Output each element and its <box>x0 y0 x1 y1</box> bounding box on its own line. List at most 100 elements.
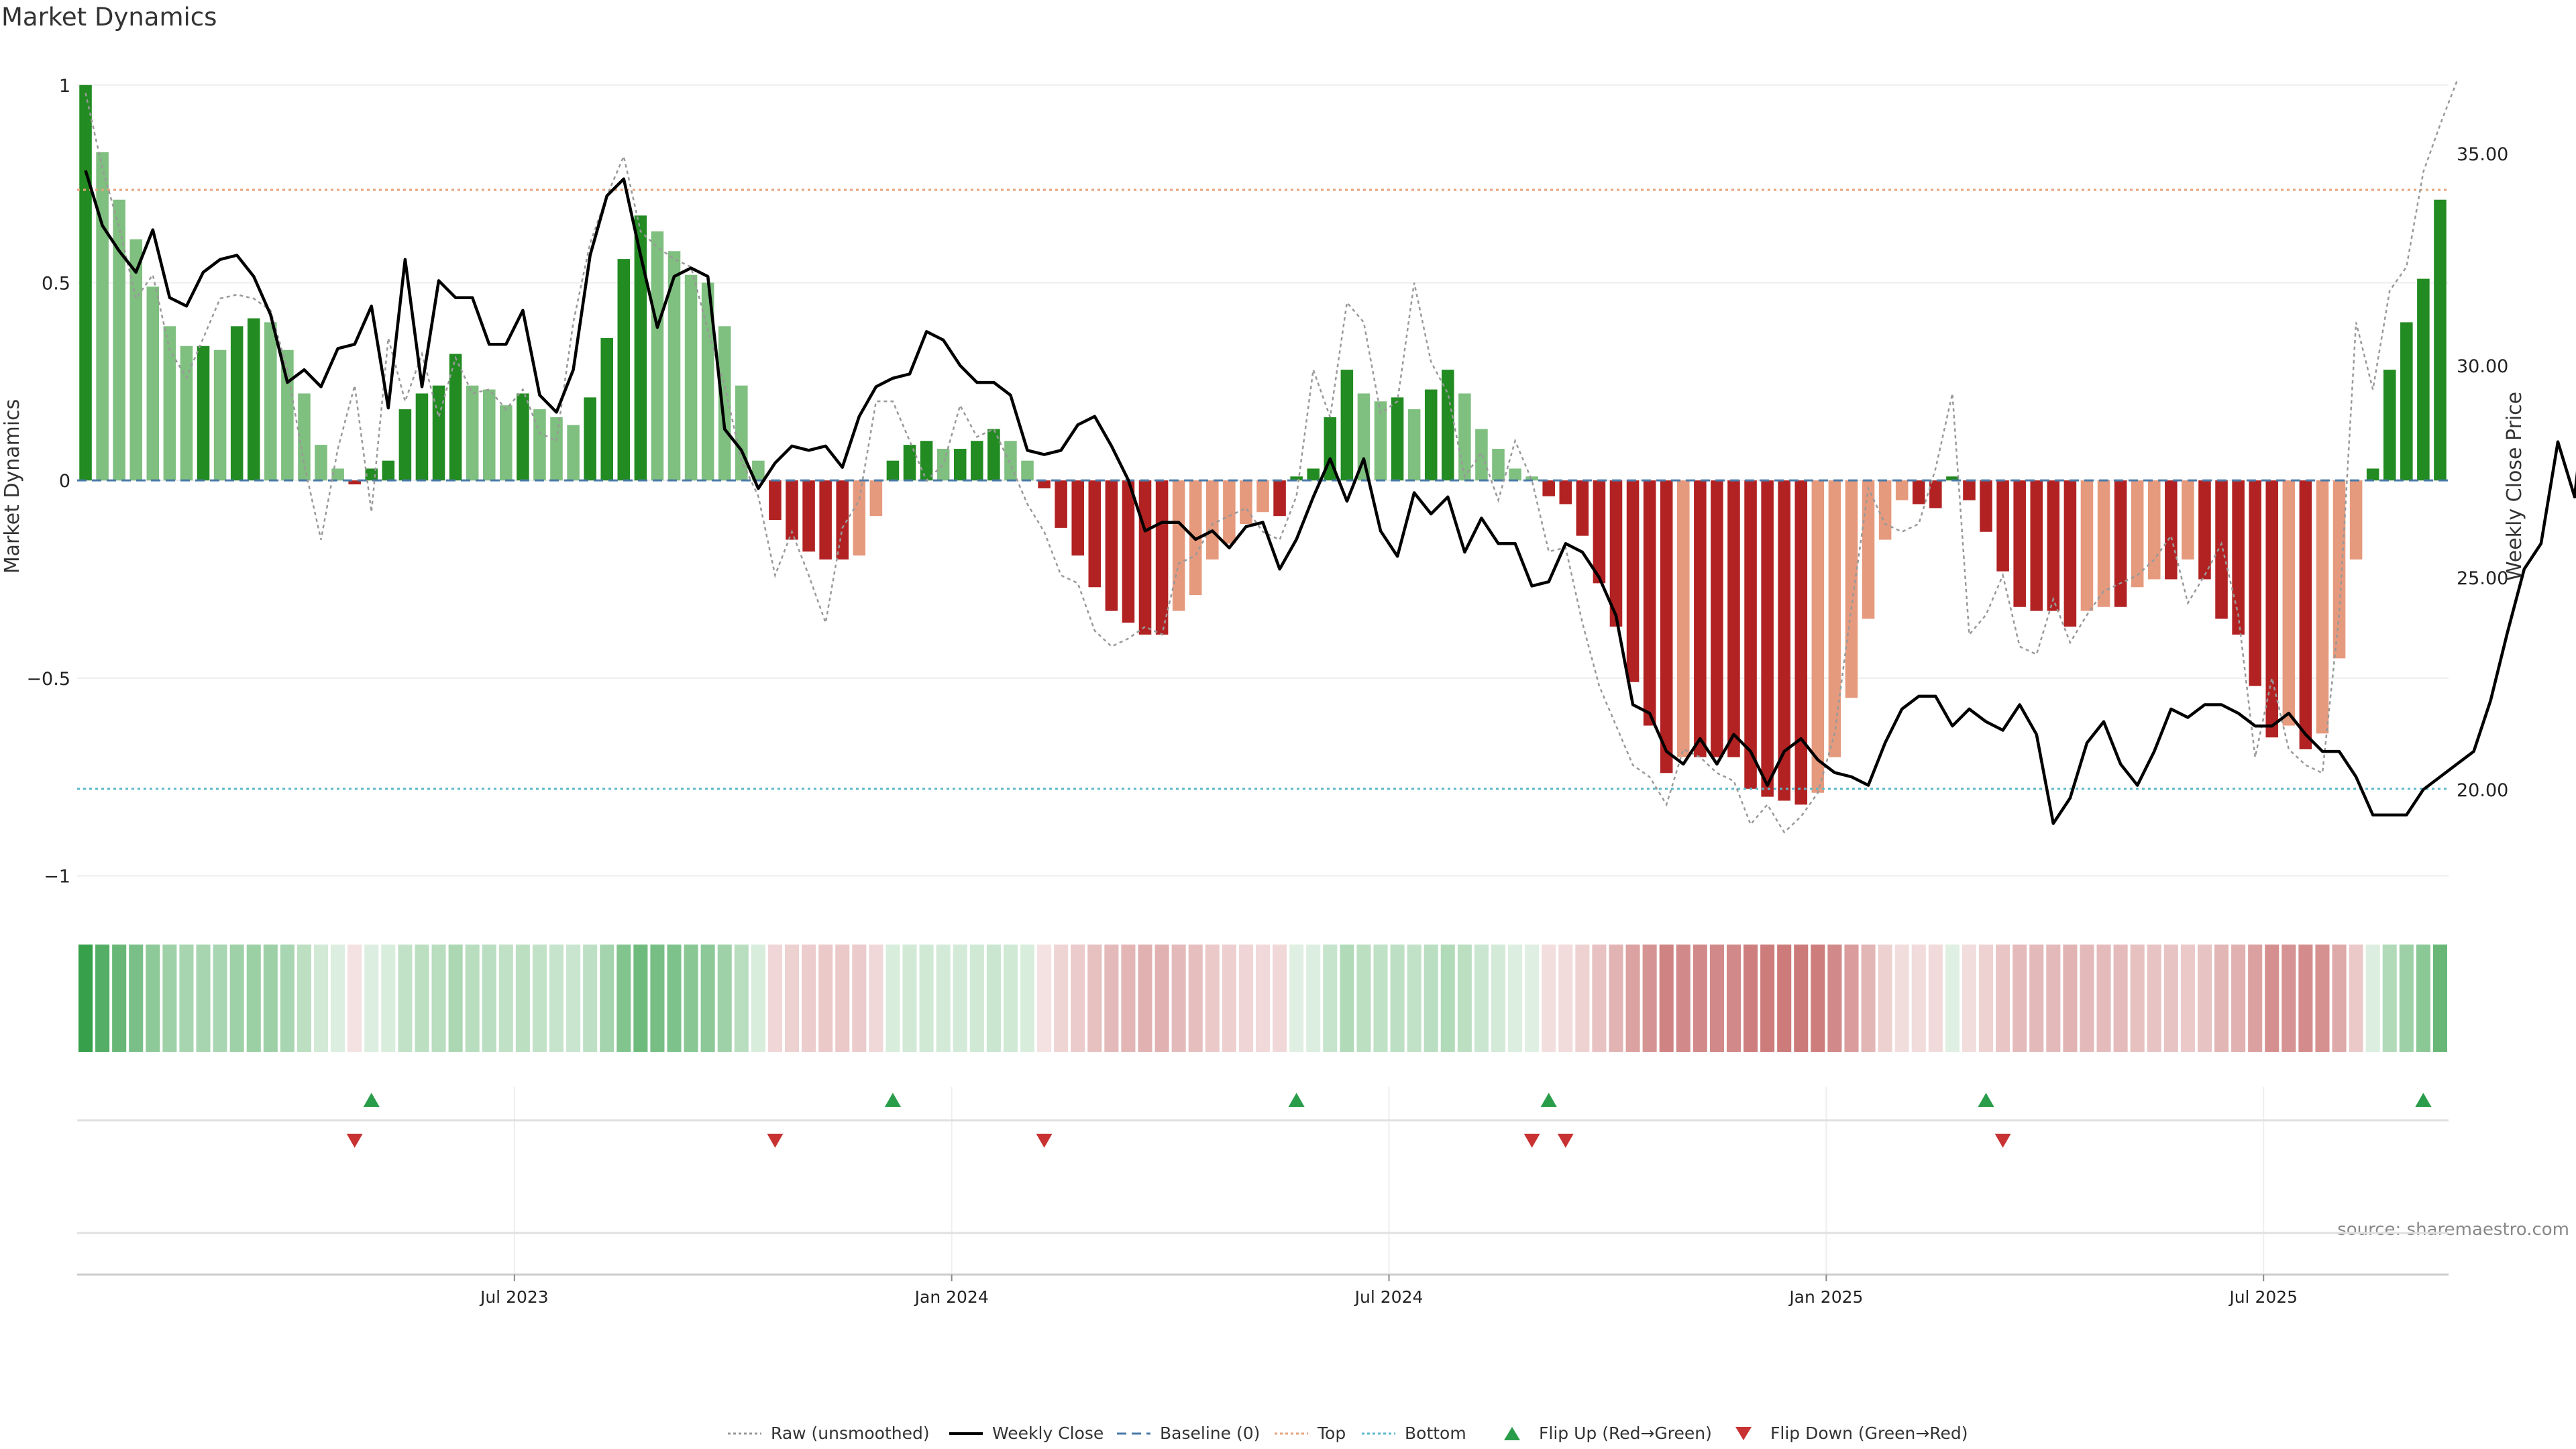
bar-11 <box>264 322 277 481</box>
strip-cell-64 <box>1155 945 1169 1052</box>
bar-78 <box>1391 397 1404 481</box>
strip-cell-110 <box>1928 945 1943 1052</box>
strip-cell-66 <box>1188 945 1203 1052</box>
strip-cell-58 <box>1054 945 1069 1052</box>
strip-cell-96 <box>1693 945 1707 1052</box>
bar-101 <box>1778 480 1790 801</box>
strip-cell-57 <box>1037 945 1052 1052</box>
bar-113 <box>1980 480 1992 532</box>
strip-cell-13 <box>297 945 311 1052</box>
strip-cell-42 <box>784 945 800 1052</box>
y-tick-label-left: 1 <box>59 76 70 97</box>
bar-71 <box>1273 480 1286 517</box>
bar-111 <box>1946 476 1959 481</box>
strip-cell-33 <box>633 945 648 1052</box>
bar-45 <box>836 480 849 560</box>
bar-23 <box>466 385 479 481</box>
strip-cell-128 <box>2231 945 2246 1052</box>
bar-28 <box>550 417 563 481</box>
bar-19 <box>398 409 412 481</box>
strip-cell-113 <box>1979 945 1994 1052</box>
x-tick-label: Jul 2023 <box>479 1287 549 1307</box>
strip-cell-102 <box>1794 945 1809 1052</box>
y-tick-label-left: −1 <box>44 867 70 888</box>
strip-cell-30 <box>583 945 598 1052</box>
flip-down-marker-2 <box>1036 1134 1053 1148</box>
bar-64 <box>1155 480 1169 635</box>
strip-cell-133 <box>2315 945 2330 1052</box>
strip-cell-75 <box>1340 945 1354 1052</box>
strip-cell-32 <box>616 945 631 1052</box>
strip-cell-10 <box>246 945 261 1052</box>
strip-cell-8 <box>213 945 227 1052</box>
flip-up-marker-2 <box>1288 1093 1305 1107</box>
bar-73 <box>1307 468 1320 481</box>
strip-cell-90 <box>1592 945 1607 1052</box>
y-tick-label-right: 30.00 <box>2457 356 2508 377</box>
y-tick-label-left: 0.5 <box>42 273 70 294</box>
strip-cell-62 <box>1121 945 1136 1052</box>
flip-up-marker-0 <box>363 1093 380 1107</box>
bar-72 <box>1290 476 1303 481</box>
strip-cell-125 <box>2180 945 2195 1052</box>
strip-cell-35 <box>667 945 682 1052</box>
legend-label-6: Flip Down (Green→Red) <box>1770 1424 1968 1443</box>
strip-cell-104 <box>1827 945 1842 1052</box>
bar-83 <box>1475 429 1488 481</box>
bar-92 <box>1626 480 1640 682</box>
bar-8 <box>213 350 227 481</box>
bar-81 <box>1442 370 1454 481</box>
legend-label-4: Bottom <box>1405 1424 1466 1443</box>
strip-cell-16 <box>347 945 362 1052</box>
strip-cell-135 <box>2349 945 2363 1052</box>
strip-cell-103 <box>1811 945 1825 1052</box>
strip-cell-119 <box>2080 945 2094 1052</box>
strip-cell-131 <box>2282 945 2296 1052</box>
strip-cell-88 <box>1558 945 1573 1052</box>
strip-cell-56 <box>1020 945 1035 1052</box>
bar-116 <box>2030 480 2043 611</box>
bar-52 <box>953 449 967 481</box>
bar-95 <box>1676 480 1690 757</box>
bar-20 <box>415 393 429 481</box>
bar-82 <box>1458 393 1471 481</box>
bar-32 <box>617 259 631 481</box>
bar-54 <box>987 429 1000 481</box>
bar-53 <box>971 441 983 481</box>
strip-cell-136 <box>2365 945 2380 1052</box>
bar-132 <box>2299 480 2312 749</box>
strip-cell-94 <box>1659 945 1674 1052</box>
strip-cell-121 <box>2113 945 2128 1052</box>
bar-69 <box>1240 480 1252 524</box>
bar-18 <box>382 460 395 481</box>
strip-cell-101 <box>1777 945 1792 1052</box>
strip-cell-134 <box>2332 945 2347 1052</box>
bar-135 <box>2349 480 2363 560</box>
strip-cell-65 <box>1171 945 1186 1052</box>
legend-label-2: Baseline (0) <box>1160 1424 1260 1443</box>
strip-cell-100 <box>1760 945 1775 1052</box>
strip-cell-132 <box>2298 945 2313 1052</box>
strip-cell-39 <box>734 945 749 1052</box>
bar-103 <box>1811 480 1825 793</box>
bar-31 <box>600 337 614 481</box>
chart-title: Market Dynamics <box>1 3 217 32</box>
legend-label-3: Top <box>1317 1424 1346 1443</box>
flip-up-marker-1 <box>884 1093 901 1107</box>
bar-119 <box>2080 480 2094 611</box>
y-tick-label-right: 35.00 <box>2457 144 2508 165</box>
bar-88 <box>1559 480 1572 504</box>
strip-cell-126 <box>2197 945 2212 1052</box>
strip-cell-138 <box>2399 945 2414 1052</box>
bar-139 <box>2417 278 2430 481</box>
bar-35 <box>667 251 681 481</box>
bar-105 <box>1845 480 1858 698</box>
bar-59 <box>1071 480 1084 556</box>
weekly-close-line <box>84 170 2576 825</box>
bar-40 <box>752 460 765 481</box>
legend-label-0: Raw (unsmoothed) <box>771 1424 930 1443</box>
bar-60 <box>1088 480 1102 588</box>
legend-swatch-5 <box>1504 1427 1520 1440</box>
strip-cell-89 <box>1575 945 1590 1052</box>
x-tick-label: Jul 2025 <box>2228 1287 2298 1307</box>
